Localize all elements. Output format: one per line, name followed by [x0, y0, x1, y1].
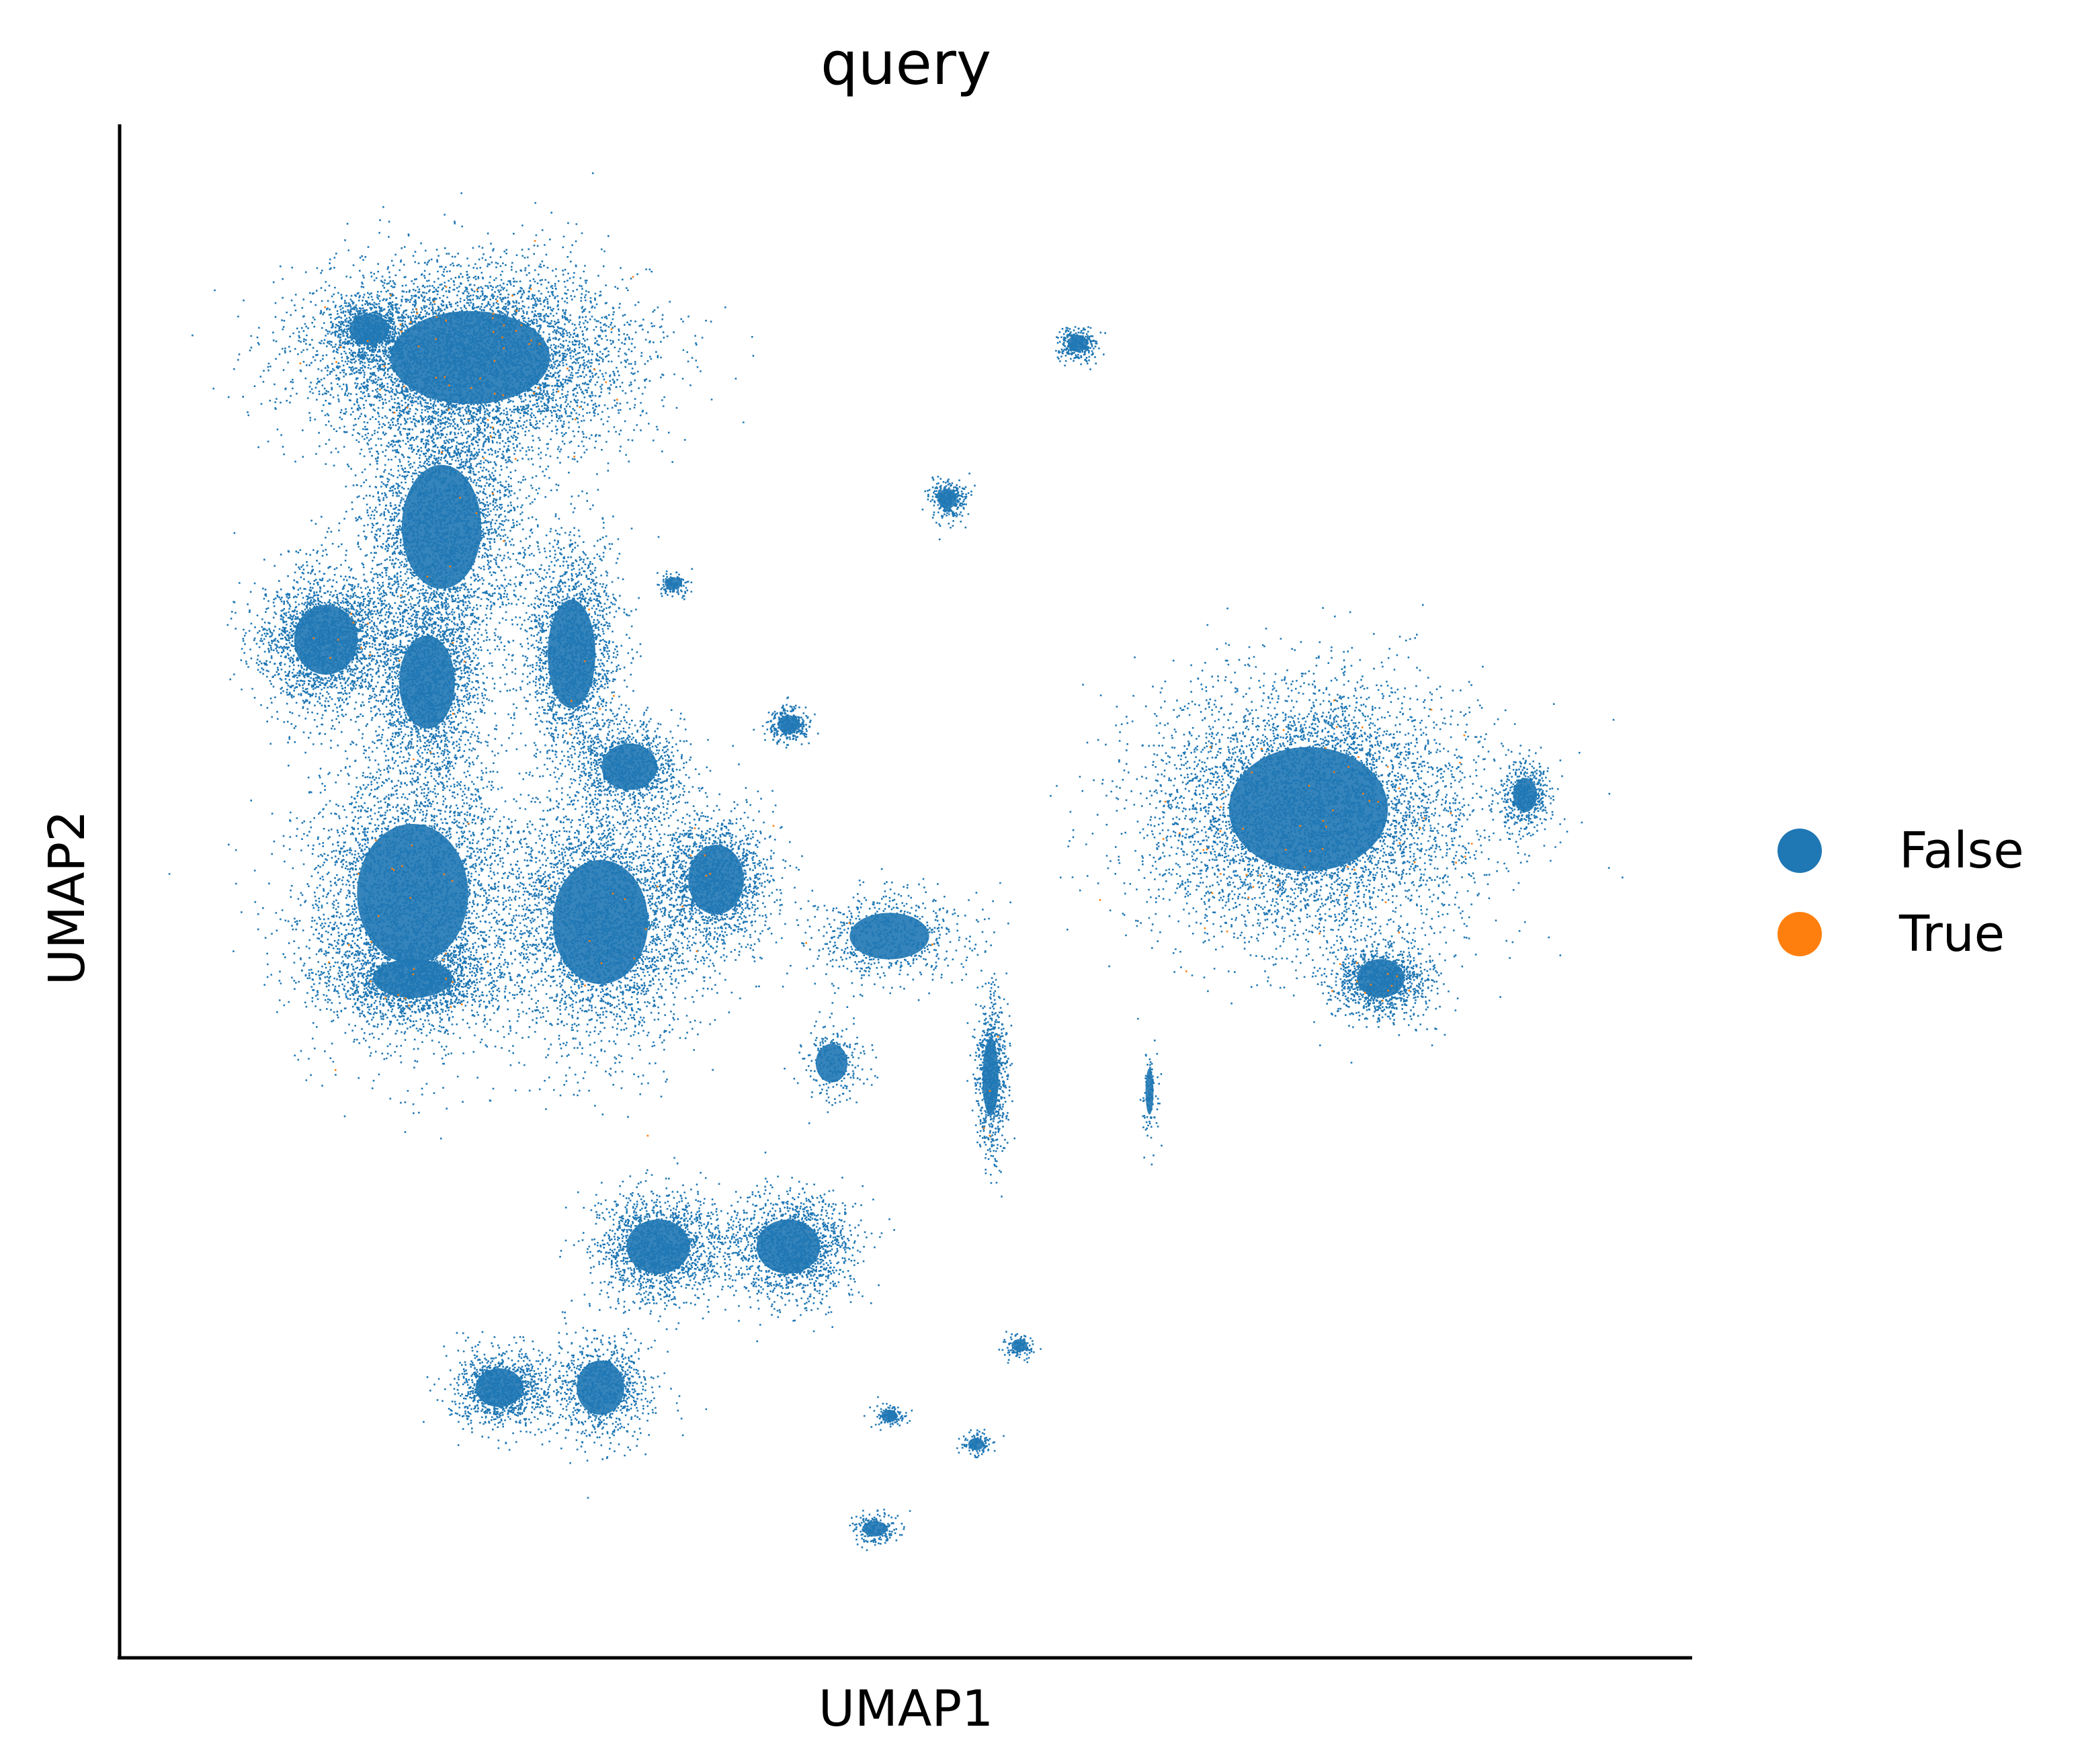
legend: False True — [1778, 822, 2024, 963]
legend-label-false: False — [1899, 822, 2024, 880]
cluster-core — [601, 743, 657, 790]
legend-marker-true — [1778, 912, 1822, 956]
cluster-core — [849, 913, 929, 960]
x-axis-label: UMAP1 — [819, 1680, 993, 1738]
y-axis-label: UMAP2 — [38, 810, 96, 985]
legend-marker-false — [1778, 829, 1822, 873]
scatter-points-layer — [168, 172, 1624, 1552]
series-false-points — [168, 172, 1624, 1552]
chart-title: query — [821, 29, 991, 98]
legend-label-true: True — [1898, 905, 2005, 963]
